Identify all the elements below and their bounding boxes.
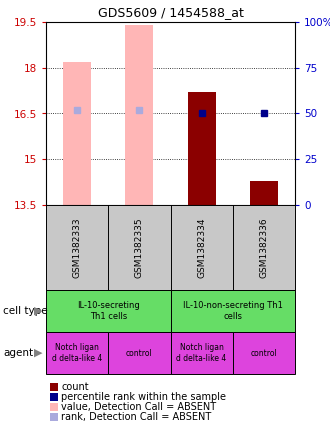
Text: rank, Detection Call = ABSENT: rank, Detection Call = ABSENT xyxy=(61,412,211,422)
Bar xyxy=(46,290,171,332)
Text: count: count xyxy=(61,382,89,392)
Text: cell type: cell type xyxy=(3,306,48,316)
Text: IL-10-secreting
Th1 cells: IL-10-secreting Th1 cells xyxy=(77,301,140,321)
Bar xyxy=(171,290,295,332)
Bar xyxy=(233,332,295,374)
Text: agent: agent xyxy=(3,348,33,358)
Bar xyxy=(250,181,278,205)
Text: GSM1382333: GSM1382333 xyxy=(73,217,82,278)
Bar xyxy=(171,332,233,374)
Bar xyxy=(63,62,91,205)
Text: Notch ligan
d delta-like 4: Notch ligan d delta-like 4 xyxy=(177,343,227,363)
Text: control: control xyxy=(126,349,153,357)
Text: ▶: ▶ xyxy=(34,306,42,316)
Text: percentile rank within the sample: percentile rank within the sample xyxy=(61,392,226,402)
Bar xyxy=(46,332,108,374)
Text: control: control xyxy=(250,349,277,357)
Text: ▶: ▶ xyxy=(34,348,42,358)
Text: GSM1382335: GSM1382335 xyxy=(135,217,144,278)
Text: value, Detection Call = ABSENT: value, Detection Call = ABSENT xyxy=(61,402,216,412)
Text: IL-10-non-secreting Th1
cells: IL-10-non-secreting Th1 cells xyxy=(183,301,283,321)
Bar xyxy=(108,332,171,374)
Text: GSM1382334: GSM1382334 xyxy=(197,217,206,278)
Bar xyxy=(188,92,215,205)
Text: Notch ligan
d delta-like 4: Notch ligan d delta-like 4 xyxy=(52,343,102,363)
Bar xyxy=(125,25,153,205)
Title: GDS5609 / 1454588_at: GDS5609 / 1454588_at xyxy=(98,6,244,19)
Text: GSM1382336: GSM1382336 xyxy=(259,217,268,278)
